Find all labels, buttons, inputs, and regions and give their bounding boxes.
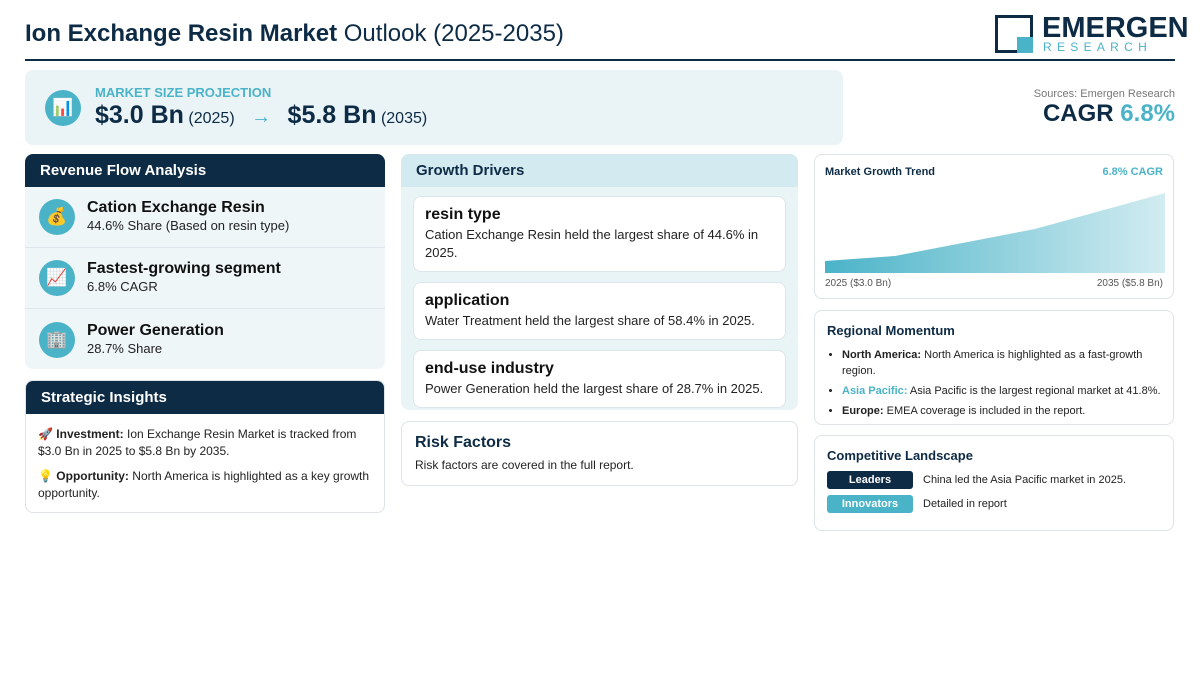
panel-title: Competitive Landscape: [827, 448, 973, 463]
cagr: CAGR 6.8%: [1043, 100, 1175, 128]
region-text: EMEA coverage is included in the report.: [886, 405, 1086, 417]
panel-title: Risk Factors: [415, 434, 512, 451]
revenue-item: 📈 Fastest-growing segment 6.8% CAGR: [25, 248, 385, 309]
item-detail: 28.7% Share: [87, 340, 163, 356]
item-name: Cation Exchange Resin: [87, 199, 265, 216]
end-year: (2035): [380, 110, 428, 127]
page-title: Ion Exchange Resin Market Outlook (2025-…: [25, 20, 564, 48]
competitor-text: China led the Asia Pacific market in 202…: [923, 474, 1127, 486]
panel-title: Growth Drivers: [401, 154, 798, 187]
driver-card: end-use industry Power Generation held th…: [413, 350, 786, 408]
logo-accent: [1017, 37, 1033, 53]
trend-badge: 6.8% CAGR: [1102, 166, 1163, 178]
title-rest: Outlook (2025-2035): [343, 20, 564, 47]
region-item: North America: North America is highligh…: [842, 347, 1161, 379]
drivers-panel: Growth Drivers resin type Cation Exchange…: [401, 154, 798, 410]
insight: 🚀 Investment: Ion Exchange Resin Market …: [38, 427, 357, 458]
tag: Innovators: [827, 495, 913, 513]
icon: 🏢: [39, 321, 75, 358]
projection-values: $3.0 Bn (2025) → $5.8 Bn (2035): [95, 101, 427, 130]
region-name: Asia Pacific:: [842, 385, 908, 397]
logo-sub: RESEARCH: [1043, 40, 1153, 54]
driver-card: resin type Cation Exchange Resin held the…: [413, 196, 786, 272]
region-name: North America:: [842, 349, 922, 361]
driver-text: Power Generation held the largest share …: [425, 381, 764, 396]
region-list: North America: North America is highligh…: [827, 347, 1161, 419]
revenue-item: 💰 Cation Exchange Resin 44.6% Share (Based…: [25, 187, 385, 248]
risk-panel: Risk Factors Risk factors are covered in…: [401, 421, 798, 486]
region-name: Europe:: [842, 405, 884, 417]
title-rule: [25, 59, 1175, 61]
chart-icon: 📊: [45, 90, 81, 126]
trend-start: 2025 ($3.0 Bn): [825, 278, 892, 289]
panel-title: Regional Momentum: [827, 323, 955, 338]
panel-title: Strategic Insights: [26, 381, 384, 414]
projection-box: 📊 MARKET SIZE PROJECTION $3.0 Bn (2025) …: [25, 70, 843, 145]
region-text: Asia Pacific is the largest regional mar…: [909, 385, 1161, 397]
end-value: $5.8 Bn: [287, 101, 377, 129]
insight-label: Opportunity:: [56, 469, 129, 483]
competitor-row: Innovators Detailed in report: [827, 495, 1161, 513]
region-item: Asia Pacific: Asia Pacific is the larges…: [842, 383, 1161, 399]
driver-name: end-use industry: [425, 360, 554, 377]
region-text: North America is highlighted as a fast-g…: [842, 349, 1143, 377]
item-name: Fastest-growing segment: [87, 260, 281, 277]
icon: 📈: [39, 260, 75, 296]
driver-card: application Water Treatment held the larg…: [413, 282, 786, 340]
driver-name: resin type: [425, 206, 501, 223]
insight-label: Investment:: [56, 427, 124, 441]
trend-shape: [825, 193, 1165, 273]
insights-panel: Strategic Insights 🚀 Investment: Ion Exc…: [25, 380, 385, 513]
cagr-value: 6.8%: [1120, 100, 1175, 127]
sources: Sources: Emergen Research: [1033, 88, 1175, 100]
regional-panel: Regional Momentum North America: North A…: [814, 310, 1174, 425]
logo-name: EMERGEN: [1042, 12, 1189, 44]
revenue-item: 🏢 Power Generation 28.7% Share: [25, 309, 385, 369]
tag: Leaders: [827, 471, 913, 489]
competitive-panel: Competitive Landscape Leaders China led t…: [814, 435, 1174, 531]
driver-text: Cation Exchange Resin held the largest s…: [425, 227, 759, 260]
logo-mark: [995, 15, 1033, 53]
item-detail: 44.6% Share (Based on resin type): [87, 218, 290, 233]
insight-text: Ion Exchange Resin Market is tracked fro…: [38, 427, 357, 458]
driver-name: application: [425, 292, 510, 309]
start-value: $3.0 Bn: [95, 101, 184, 129]
competitor-row: Leaders China led the Asia Pacific market…: [827, 471, 1161, 489]
risk-text: Risk factors are covered in the full rep…: [415, 458, 634, 472]
driver-text: Water Treatment held the largest share o…: [425, 313, 755, 328]
icon: 💰: [39, 199, 75, 235]
competitor-text: Detailed in report: [923, 498, 1007, 510]
insight-text: North America is highlighted as a key gr…: [38, 469, 370, 500]
trend-area: [825, 193, 1165, 273]
item-name: Power Generation: [87, 321, 224, 339]
cagr-label: CAGR: [1042, 100, 1114, 127]
region-item: Europe: EMEA coverage is included in the…: [842, 403, 1161, 419]
projection-label: MARKET SIZE PROJECTION: [95, 85, 272, 100]
title-bold: Ion Exchange Resin Market: [25, 20, 338, 47]
trend-end: 2035 ($5.8 Bn): [1096, 278, 1163, 289]
item-detail: 6.8% CAGR: [87, 279, 158, 294]
trend-title: Market Growth Trend: [825, 166, 936, 178]
panel-title: Revenue Flow Analysis: [25, 154, 385, 187]
insight: 💡 Opportunity: North America is highligh…: [38, 469, 370, 500]
arrow: →: [251, 106, 272, 128]
revenue-panel: Revenue Flow Analysis 💰 Cation Exchange R…: [25, 154, 385, 369]
insights-body: 🚀 Investment: Ion Exchange Resin Market …: [26, 414, 384, 502]
trend-panel: Market Growth Trend 6.8% CAGR 2025 ($3.0…: [814, 154, 1174, 299]
start-year: (2025): [188, 110, 235, 127]
